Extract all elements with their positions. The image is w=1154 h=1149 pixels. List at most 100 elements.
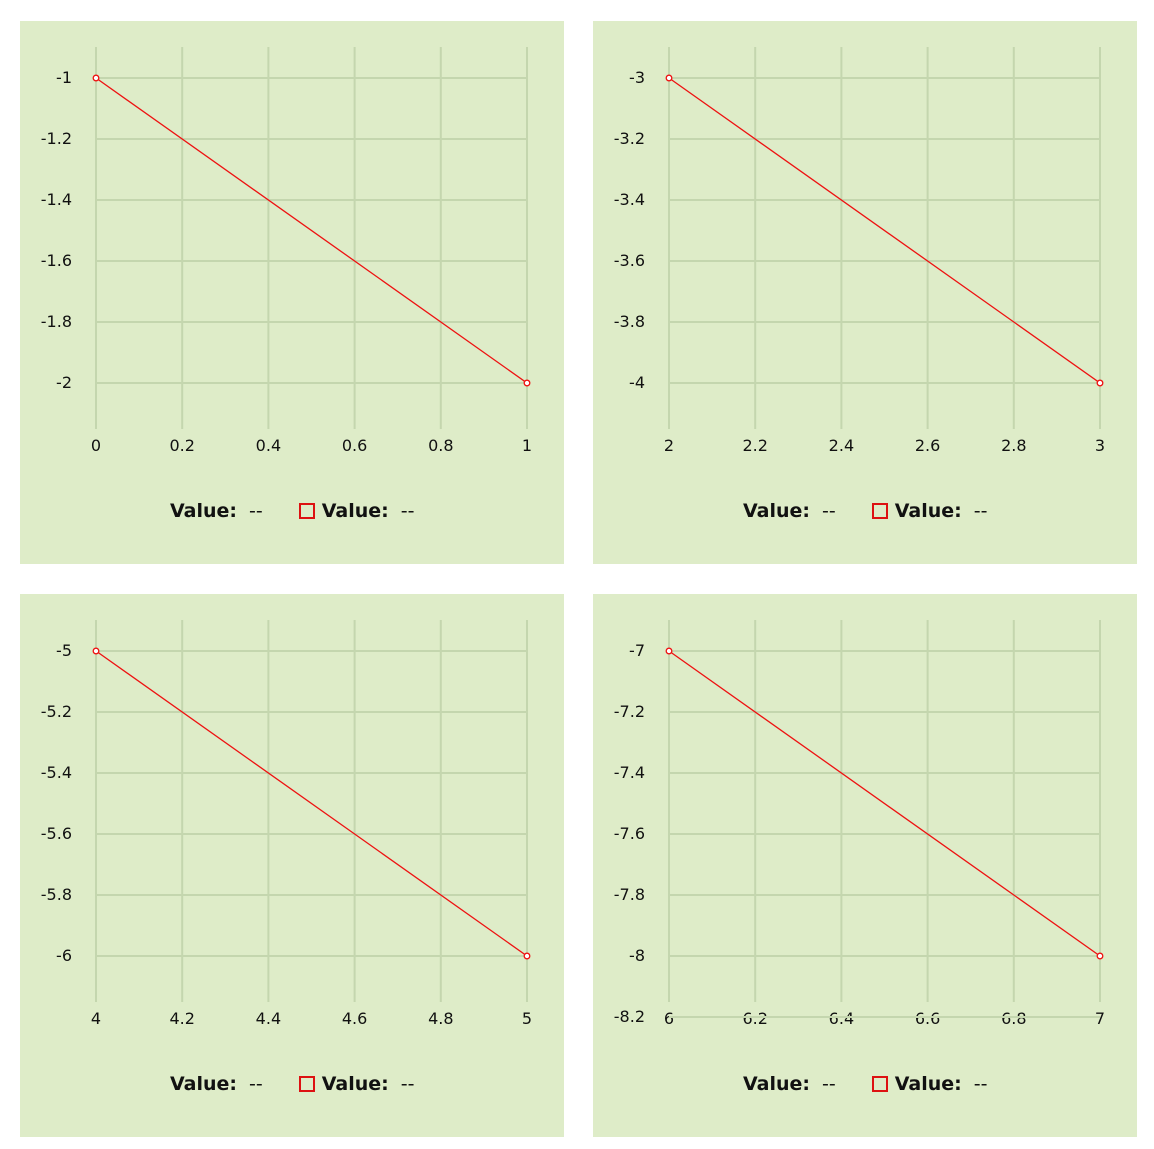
data-point	[665, 647, 673, 655]
legend-item-a[interactable]: Value: --	[170, 500, 263, 522]
y-tick-label: -5.4	[41, 763, 72, 782]
x-tick-label: 5	[522, 1009, 532, 1028]
y-tick-label: -5.8	[41, 885, 72, 904]
x-tick-label: 6	[664, 1009, 674, 1028]
legend-swatch	[298, 1076, 315, 1092]
legend-label: Value:	[170, 1073, 238, 1095]
legend-label: Value:	[894, 1073, 962, 1095]
legend-label: Value:	[894, 500, 962, 522]
chart-legend-1: Value: -- Value: --	[170, 499, 414, 523]
y-tick-label: -4	[629, 373, 645, 392]
chart-panel-2: 2 2.2 2.4 2.6 2.8 3 -3 -3.2 -3.4 -3.6 -3.8 -4 Value…	[593, 21, 1137, 564]
x-tick-label: 6.8	[1001, 1009, 1026, 1028]
y-tick-label: -1.8	[41, 312, 72, 331]
y-tick-label: -6	[56, 946, 72, 965]
chart-panel-1: 0 0.2 0.4 0.6 0.8 1 -1 -1.2 -1.4 -1.6 -1.8 -2 Value…	[20, 21, 564, 564]
x-tick-label: 1	[522, 436, 532, 455]
y-tick-label: -7	[629, 641, 645, 660]
chart-legend-2: Value: -- Value: --	[743, 499, 987, 523]
data-point	[92, 74, 100, 82]
x-tick-label: 4.2	[169, 1009, 194, 1028]
x-tick-label: 3	[1095, 436, 1105, 455]
legend-item-b[interactable]: Value: --	[298, 500, 415, 522]
data-point	[92, 647, 100, 655]
y-tick-label: -5.2	[41, 702, 72, 721]
y-tick-label: -2	[56, 373, 72, 392]
y-tick-label: -1.4	[41, 190, 72, 209]
y-tick-label: -8.2	[614, 1007, 645, 1026]
y-tick-label: -7.8	[614, 885, 645, 904]
data-point	[1096, 952, 1104, 960]
chart-panel-4: 6 6.2 6.4 6.6 6.8 7 -7 -7.2 -7.4 -7.6 -7.8 -8 -8.2 V…	[593, 594, 1137, 1137]
legend-label: Value:	[321, 1073, 389, 1095]
x-tick-label: 4	[91, 1009, 101, 1028]
x-tick-label: 0.2	[169, 436, 194, 455]
x-tick-label: 2.8	[1001, 436, 1026, 455]
chart-plot-4: 6 6.2 6.4 6.6 6.8 7 -7 -7.2 -7.4 -7.6 -7.8 -8 -8.2	[614, 620, 1105, 1028]
chart-legend-4: Value: -- Value: --	[743, 1072, 987, 1096]
data-point	[665, 74, 673, 82]
y-tick-label: -3	[629, 68, 645, 87]
chart-panel-3: 4 4.2 4.4 4.6 4.8 5 -5 -5.2 -5.4 -5.6 -5.8 -6 Value…	[20, 594, 564, 1137]
x-tick-label: 6.6	[915, 1009, 940, 1028]
x-tick-label: 0	[91, 436, 101, 455]
legend-swatch	[871, 503, 888, 519]
legend-item-b[interactable]: Value: --	[298, 1073, 415, 1095]
legend-item-a[interactable]: Value: --	[170, 1073, 263, 1095]
data-point	[523, 379, 531, 387]
legend-swatch	[871, 1076, 888, 1092]
legend-label: Value:	[743, 500, 811, 522]
legend-value: --	[400, 500, 415, 522]
x-tick-label: 0.6	[342, 436, 367, 455]
y-tick-label: -3.6	[614, 251, 645, 270]
legend-value: --	[973, 500, 988, 522]
legend-value: --	[973, 1073, 988, 1095]
legend-item-a[interactable]: Value: --	[743, 500, 836, 522]
y-tick-label: -5.6	[41, 824, 72, 843]
chart-plot-2: 2 2.2 2.4 2.6 2.8 3 -3 -3.2 -3.4 -3.6 -3.8 -4	[614, 47, 1105, 455]
y-tick-label: -1	[56, 68, 72, 87]
x-tick-label: 2.6	[915, 436, 940, 455]
series-line	[668, 77, 1101, 384]
x-tick-label: 7	[1095, 1009, 1105, 1028]
x-tick-label: 0.8	[428, 436, 453, 455]
legend-value: --	[822, 1073, 836, 1095]
y-tick-label: -8	[629, 946, 645, 965]
y-tick-label: -1.2	[41, 129, 72, 148]
x-tick-label: 2	[664, 436, 674, 455]
legend-label: Value:	[170, 500, 238, 522]
x-tick-label: 0.4	[256, 436, 281, 455]
chart-plot-1: 0 0.2 0.4 0.6 0.8 1 -1 -1.2 -1.4 -1.6 -1.8 -2	[41, 47, 532, 455]
legend-value: --	[249, 500, 263, 522]
y-tick-label: -3.4	[614, 190, 645, 209]
legend-item-a[interactable]: Value: --	[743, 1073, 836, 1095]
y-tick-label: -3.2	[614, 129, 645, 148]
legend-label: Value:	[743, 1073, 811, 1095]
data-point	[1096, 379, 1104, 387]
x-tick-label: 4.8	[428, 1009, 453, 1028]
legend-item-b[interactable]: Value: --	[871, 500, 988, 522]
series-line	[95, 650, 528, 957]
y-tick-label: -7.4	[614, 763, 645, 782]
y-tick-label: -7.6	[614, 824, 645, 843]
chart-plot-3: 4 4.2 4.4 4.6 4.8 5 -5 -5.2 -5.4 -5.6 -5.8 -6	[41, 620, 532, 1028]
chart-legend-3: Value: -- Value: --	[170, 1072, 414, 1096]
y-tick-label: -1.6	[41, 251, 72, 270]
x-tick-label: 4.6	[342, 1009, 367, 1028]
series-line	[668, 650, 1101, 957]
y-tick-label: -3.8	[614, 312, 645, 331]
legend-value: --	[400, 1073, 415, 1095]
y-tick-label: -7.2	[614, 702, 645, 721]
legend-label: Value:	[321, 500, 389, 522]
legend-value: --	[249, 1073, 263, 1095]
x-tick-label: 2.2	[742, 436, 767, 455]
legend-item-b[interactable]: Value: --	[871, 1073, 988, 1095]
x-tick-label: 6.2	[742, 1009, 767, 1028]
x-tick-label: 2.4	[829, 436, 854, 455]
data-point	[523, 952, 531, 960]
y-tick-label: -5	[56, 641, 72, 660]
x-tick-label: 4.4	[256, 1009, 281, 1028]
x-tick-label: 6.4	[829, 1009, 854, 1028]
legend-value: --	[822, 500, 836, 522]
series-line	[95, 77, 528, 384]
